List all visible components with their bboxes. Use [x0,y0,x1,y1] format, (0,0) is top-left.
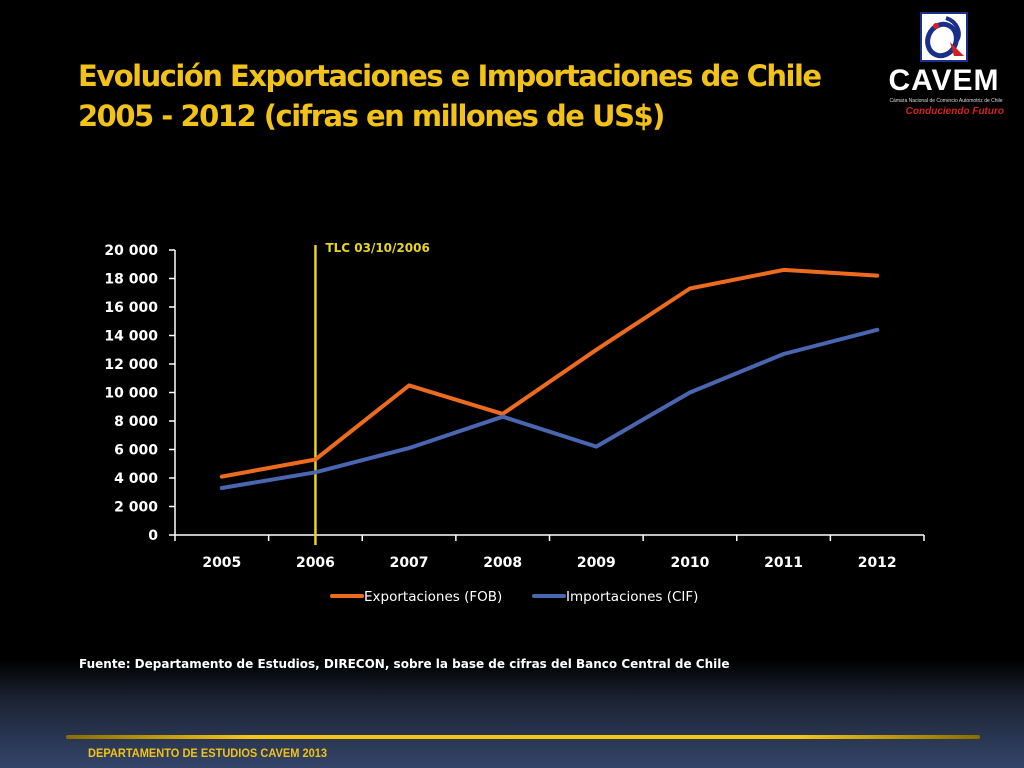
y-tick-label: 0 [148,528,158,544]
cavem-logo: CAVEM Cámara Nacional de Comercio Automo… [884,10,1004,122]
y-axis: 0 2 000 4 000 6 000 8 000 10 000 12 000 14 000 1… [104,243,176,544]
series-line-1 [219,327,880,490]
x-tick-label: 2010 [670,555,709,571]
y-tick-label: 4 000 [114,471,158,487]
cavem-emblem-icon [920,12,968,62]
x-tick-label: 2009 [577,555,616,571]
y-tick-label: 8 000 [114,414,158,430]
legend: Exportaciones (FOB) Importaciones (CIF) [330,589,698,605]
x-tick-label: 2008 [483,555,522,571]
source-note: Fuente: Departamento de Estudios, DIRECO… [79,657,730,671]
logo-tagline: Conduciendo Futuro [905,106,1004,117]
y-tick-label: 16 000 [104,300,158,316]
footer-text: DEPARTAMENTO DE ESTUDIOS CAVEM 2013 [88,746,328,760]
x-tick-label: 2005 [202,555,241,571]
x-tick-label: 2012 [858,555,897,571]
slide-title: Evolución Exportaciones e Importaciones … [78,56,878,136]
tlc-label: TLC 03/10/2006 [325,241,429,255]
y-tick-label: 20 000 [104,243,158,259]
title-line-1: Evolución Exportaciones e Importaciones … [78,59,822,93]
title-line-2: 2005 - 2012 (cifras en millones de US$) [78,99,665,133]
x-tick-label: 2007 [390,555,429,571]
y-tick-label: 2 000 [114,500,158,516]
legend-label-0: Exportaciones (FOB) [364,589,502,605]
tlc-annotation: TLC 03/10/2006 [314,241,430,545]
y-tick-label: 18 000 [104,272,158,288]
series-group [219,267,880,490]
x-tick-label: 2006 [296,555,335,571]
footer-divider [66,735,980,739]
logo-subtitle: Cámara Nacional de Comercio Automotriz d… [889,98,1003,104]
y-tick-label: 12 000 [104,357,158,373]
legend-label-1: Importaciones (CIF) [566,589,698,605]
x-tick-label: 2011 [764,555,803,571]
logo-brand-name: CAVEM [888,64,1000,97]
y-tick-label: 14 000 [104,329,158,345]
x-axis: 2005 2006 2007 2008 2009 2010 2011 2012 [174,534,925,571]
y-tick-label: 6 000 [114,443,158,459]
series-line-0 [219,267,880,479]
y-tick-label: 10 000 [104,386,158,402]
